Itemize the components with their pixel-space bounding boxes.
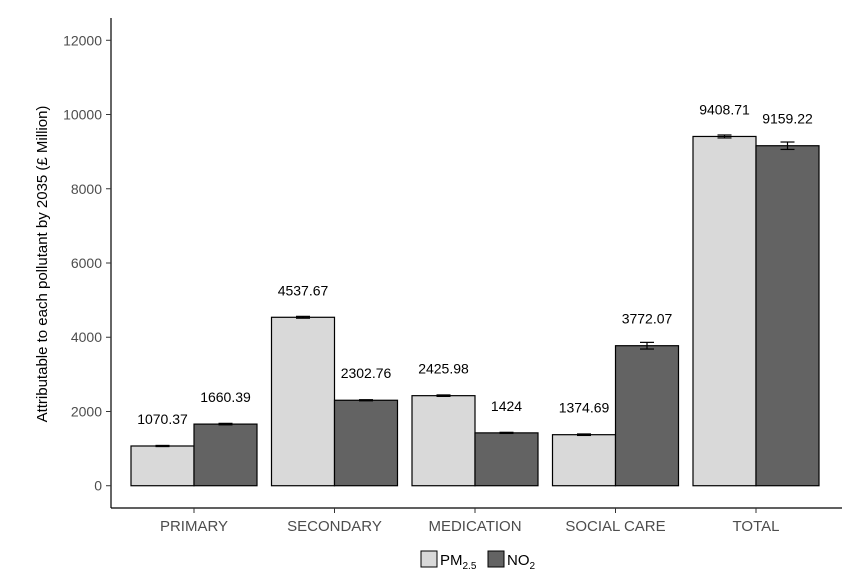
bar-no2-secondary xyxy=(333,399,399,487)
bar-no2-primary xyxy=(193,423,258,487)
legend-swatch xyxy=(487,550,505,568)
data-label: 1660.39 xyxy=(200,389,251,405)
legend-swatch xyxy=(420,550,438,568)
data-label: 4537.67 xyxy=(278,282,329,298)
data-label: 1424 xyxy=(491,398,522,414)
bar-pm25-social-care xyxy=(551,434,617,487)
data-label: 1374.69 xyxy=(559,400,610,416)
data-label: 9408.71 xyxy=(699,101,750,117)
bar-no2-social-care xyxy=(614,345,680,487)
y-tick-label: 2000 xyxy=(71,403,102,419)
data-label: 2302.76 xyxy=(341,365,392,381)
y-tick-label: 10000 xyxy=(63,107,102,123)
y-tick-label: 4000 xyxy=(71,329,102,345)
x-axis-ticks: PRIMARY SECONDARY MEDICATION SOCIAL CARE TOT… xyxy=(160,508,780,535)
bar-no2-total xyxy=(755,145,820,487)
data-labels: 1070.37 4537.67 2425.98 1374.69 9408.71 1660.… xyxy=(137,101,813,427)
y-tick-label: 12000 xyxy=(63,32,102,48)
data-label: 3772.07 xyxy=(622,311,673,327)
legend: PM2.5 NO2 xyxy=(420,550,536,572)
x-tick-label: PRIMARY xyxy=(160,518,228,535)
bar-pm25-secondary xyxy=(270,316,336,487)
y-axis-ticks: 0 2000 4000 6000 8000 10000 12000 xyxy=(63,32,111,494)
x-tick-label: SECONDARY xyxy=(287,518,382,535)
bar-no2-medication xyxy=(474,432,539,487)
data-label: 1070.37 xyxy=(137,411,188,427)
bar-pm25-total xyxy=(692,135,757,487)
x-tick-label: MEDICATION xyxy=(428,518,521,535)
y-axis-title: Attributable to each pollutant by 2035 (… xyxy=(34,106,51,423)
data-label: 2425.98 xyxy=(418,361,469,377)
y-tick-label: 6000 xyxy=(71,255,102,271)
x-tick-label: SOCIAL CARE xyxy=(565,518,665,535)
y-tick-label: 8000 xyxy=(71,181,102,197)
error-bars xyxy=(155,134,795,448)
x-tick-label: TOTAL xyxy=(733,518,780,535)
bar-pm25-medication xyxy=(411,395,476,487)
bar-pm25-primary xyxy=(130,445,195,487)
legend-label: NO2 xyxy=(507,552,536,572)
bar-marks xyxy=(130,135,820,487)
y-tick-label: 0 xyxy=(94,478,102,494)
legend-label: PM2.5 xyxy=(440,552,477,572)
data-label: 9159.22 xyxy=(762,111,813,127)
